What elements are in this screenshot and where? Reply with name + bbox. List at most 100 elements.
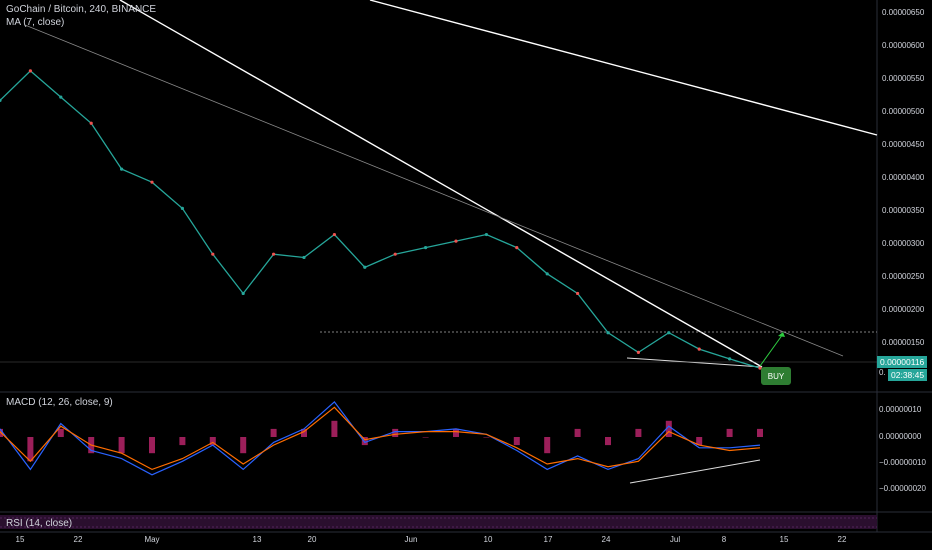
price-tick: 0.00000150: [882, 338, 925, 347]
price-point[interactable]: [28, 69, 32, 73]
target-arrow[interactable]: [759, 333, 784, 367]
price-point[interactable]: [241, 291, 245, 296]
time-tick: 15: [779, 535, 789, 544]
price-point[interactable]: [484, 232, 488, 237]
countdown-prefix: 0.: [879, 368, 886, 377]
price-point[interactable]: [363, 265, 367, 269]
time-tick: 8: [721, 535, 727, 544]
macd-histogram-bar: [301, 428, 307, 437]
price-line[interactable]: [0, 70, 761, 369]
price-point[interactable]: [576, 291, 580, 296]
time-tick: 17: [543, 535, 553, 544]
macd-macd-line[interactable]: [0, 401, 761, 476]
macd-tick: 0.00000010: [879, 405, 922, 414]
trendline-upper[interactable]: [369, 0, 878, 136]
price-point[interactable]: [89, 121, 93, 125]
time-tick: 20: [307, 535, 317, 544]
ma-label[interactable]: MA (7, close): [6, 17, 65, 28]
symbol-title[interactable]: GoChain / Bitcoin, 240, BINANCE: [6, 4, 157, 15]
time-tick: 15: [15, 535, 25, 544]
time-tick: May: [144, 535, 160, 544]
macd-histogram-bar: [726, 428, 733, 437]
trendline-main[interactable]: [119, 0, 763, 368]
macd-histogram-bar: [696, 437, 703, 446]
macd-histogram-bar: [149, 437, 155, 454]
price-tick: 0.00000250: [882, 272, 925, 281]
macd-histogram-bar: [331, 420, 338, 437]
macd-histogram-bar: [422, 437, 429, 438]
price-point[interactable]: [697, 347, 701, 351]
macd-histogram-bar: [483, 437, 490, 438]
time-tick: 22: [837, 535, 847, 544]
price-tick: 0.00000400: [882, 173, 925, 182]
macd-divergence-line[interactable]: [629, 459, 761, 484]
macd-tick: −0.00000020: [879, 484, 926, 493]
time-tick: 24: [601, 535, 611, 544]
macd-histogram-bar: [544, 437, 551, 454]
price-point[interactable]: [515, 246, 519, 250]
price-point[interactable]: [120, 167, 124, 171]
buy-label[interactable]: BUY: [761, 367, 791, 385]
countdown-badge: 02:38:45: [888, 369, 928, 381]
macd-series[interactable]: [0, 401, 763, 476]
macd-histogram-bar: [27, 437, 34, 462]
macd-histogram-bar: [392, 428, 399, 437]
rsi-band: [0, 515, 877, 529]
time-tick: 10: [483, 535, 493, 544]
macd-histogram-bar: [179, 437, 186, 446]
price-point[interactable]: [332, 232, 336, 237]
price-point[interactable]: [302, 255, 306, 260]
trendline-thin[interactable]: [24, 24, 844, 357]
macd-histogram-bar: [453, 428, 459, 437]
price-tick: 0.00000550: [882, 74, 925, 83]
price-point[interactable]: [606, 331, 610, 335]
price-point[interactable]: [424, 246, 428, 250]
support-line[interactable]: [626, 357, 763, 368]
price-tick: 0.00000200: [882, 305, 925, 314]
macd-histogram-bar: [270, 428, 277, 437]
time-tick: Jun: [404, 535, 418, 544]
price-point[interactable]: [758, 366, 762, 370]
price-tick: 0.00000500: [882, 107, 925, 116]
price-point[interactable]: [636, 350, 641, 354]
price-point[interactable]: [59, 95, 63, 99]
macd-tick: 0.00000000: [879, 432, 922, 441]
target-arrowhead: [778, 332, 785, 337]
macd-histogram-bar: [635, 428, 642, 437]
price-point[interactable]: [667, 331, 671, 335]
time-tick: 22: [73, 535, 83, 544]
rsi-label[interactable]: RSI (14, close): [6, 518, 73, 529]
macd-histogram-bar: [665, 420, 672, 437]
macd-histogram-bar: [513, 437, 520, 446]
price-point[interactable]: [0, 98, 2, 102]
macd-histogram-bar: [361, 437, 368, 446]
macd-histogram-bar: [57, 428, 64, 437]
macd-label[interactable]: MACD (12, 26, close, 9): [6, 397, 113, 408]
macd-histogram-bar: [240, 437, 247, 454]
price-point[interactable]: [393, 252, 397, 256]
price-tick: 0.00000350: [882, 206, 925, 215]
price-point[interactable]: [454, 239, 458, 243]
macd-tick: −0.00000010: [879, 458, 926, 467]
macd-histogram-bar: [209, 437, 216, 446]
time-tick: 13: [252, 535, 262, 544]
macd-histogram-bar: [757, 428, 763, 437]
price-point[interactable]: [150, 180, 154, 184]
price-point[interactable]: [728, 357, 732, 361]
macd-histogram-bar: [118, 437, 125, 454]
time-tick: Jul: [669, 535, 681, 544]
price-point[interactable]: [180, 206, 184, 210]
price-tick: 0.00000450: [882, 140, 925, 149]
price-tick: 0.00000600: [882, 41, 925, 50]
macd-signal-line[interactable]: [0, 406, 761, 471]
macd-histogram-bar: [605, 437, 611, 446]
macd-histogram-bar: [574, 428, 581, 437]
price-point[interactable]: [211, 252, 215, 256]
current-price-badge: 0.00000116: [877, 356, 928, 368]
price-tick: 0.00000300: [882, 239, 925, 248]
price-series[interactable]: [0, 69, 762, 370]
price-tick: 0.00000650: [882, 8, 925, 17]
price-point[interactable]: [272, 252, 276, 256]
price-point[interactable]: [545, 272, 549, 276]
